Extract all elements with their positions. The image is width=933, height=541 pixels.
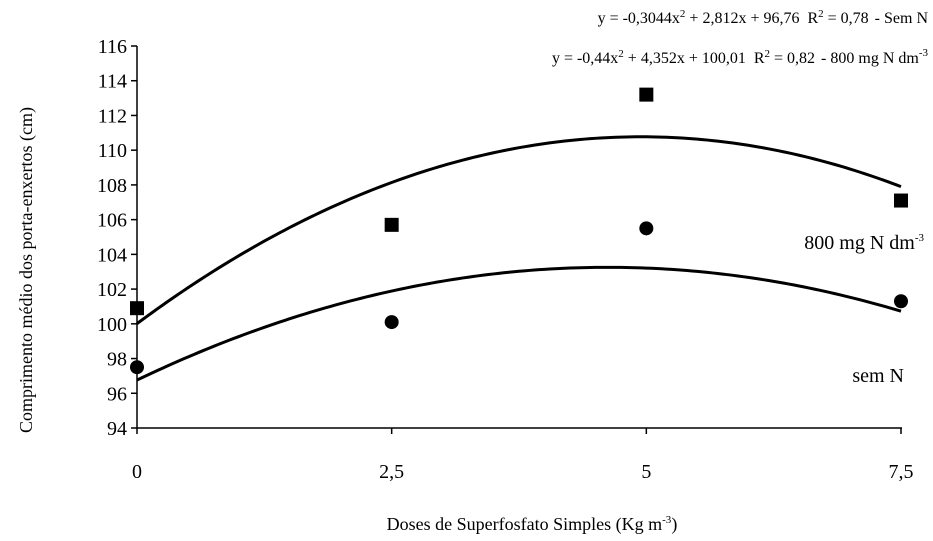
series-label-sem-n: sem N	[852, 365, 904, 387]
y-tick-label: 98	[107, 349, 127, 371]
y-tick-label: 116	[98, 36, 127, 58]
y-tick-label: 114	[98, 71, 127, 93]
y-axis-title: Comprimento médio dos porta-enxertos (cm…	[16, 107, 37, 433]
x-tick-label: 5	[641, 461, 651, 483]
y-tick-label: 96	[107, 383, 127, 405]
point-800	[384, 217, 399, 232]
y-tick-label: 94	[107, 418, 127, 440]
y-tick-label: 108	[97, 175, 127, 197]
equation-sem-n: y = -0,3044x2 + 2,812x + 96,76 R2 = 0,78-…	[598, 8, 929, 27]
y-tick-label: 110	[98, 140, 127, 162]
y-tick-label: 106	[97, 210, 127, 232]
x-axis-title: Doses de Superfosfato Simples (Kg m-3)	[387, 514, 678, 535]
data-points	[130, 87, 908, 375]
fit-curve-sem-n	[136, 265, 902, 382]
x-ticks: 0 2,5 5 7,5	[132, 428, 914, 483]
y-ticks: 94 96 98 100 102 104 106 108 110 112 114 116	[97, 36, 137, 440]
point-sem-n	[639, 221, 654, 236]
x-tick-label: 2,5	[379, 461, 404, 483]
point-800	[894, 193, 908, 208]
point-800	[639, 87, 654, 102]
series-label-800: 800 mg N dm-3	[804, 232, 924, 254]
x-tick-label: 7,5	[889, 461, 914, 483]
y-tick-label: 104	[97, 244, 127, 266]
point-sem-n	[384, 315, 399, 330]
y-tick-label: 112	[98, 105, 127, 127]
fit-curve-800	[136, 135, 902, 325]
point-sem-n	[130, 360, 144, 375]
y-tick-label: 100	[97, 314, 127, 336]
fit-curves	[136, 135, 902, 382]
y-tick-label: 102	[97, 279, 127, 301]
point-sem-n	[894, 294, 908, 309]
point-800	[130, 301, 144, 316]
x-tick-label: 0	[132, 461, 142, 483]
equation-800: y = -0,44x2 + 4,352x + 100,01 R2 = 0,82- …	[552, 47, 929, 67]
